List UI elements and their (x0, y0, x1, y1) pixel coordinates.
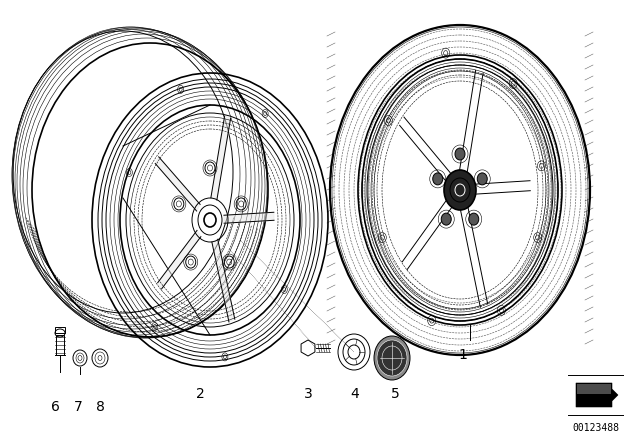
Ellipse shape (374, 336, 410, 380)
Text: 3: 3 (303, 387, 312, 401)
Text: 1: 1 (459, 348, 467, 362)
Text: 8: 8 (95, 400, 104, 414)
Polygon shape (157, 230, 201, 289)
Text: 7: 7 (74, 400, 83, 414)
Polygon shape (212, 239, 235, 322)
Text: 6: 6 (51, 400, 60, 414)
Text: 00123488: 00123488 (572, 423, 619, 433)
Ellipse shape (441, 213, 451, 225)
Text: 4: 4 (351, 387, 360, 401)
Ellipse shape (444, 170, 476, 210)
Ellipse shape (477, 173, 487, 185)
Ellipse shape (455, 148, 465, 160)
Bar (55, 327, 65, 333)
Polygon shape (576, 383, 618, 407)
Bar (56, 335, 64, 355)
Ellipse shape (377, 340, 407, 376)
Ellipse shape (468, 213, 479, 225)
Polygon shape (224, 212, 274, 223)
Polygon shape (156, 157, 200, 211)
Ellipse shape (433, 173, 443, 185)
Polygon shape (211, 116, 230, 200)
Text: 5: 5 (390, 387, 399, 401)
Polygon shape (577, 384, 611, 394)
Text: 2: 2 (196, 387, 204, 401)
